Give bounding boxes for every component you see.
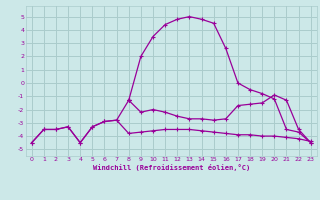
X-axis label: Windchill (Refroidissement éolien,°C): Windchill (Refroidissement éolien,°C) [92,164,250,171]
